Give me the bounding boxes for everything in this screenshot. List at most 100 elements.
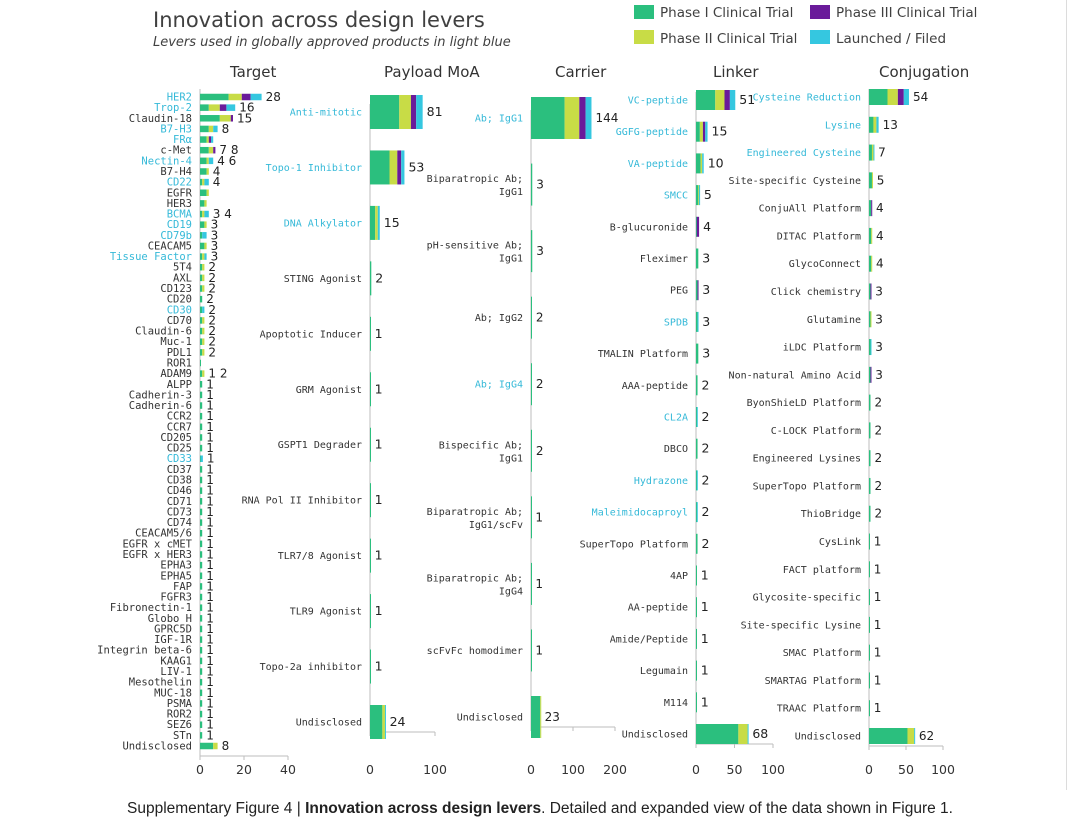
bar-segment-phase1	[696, 597, 697, 618]
bar-segment-phase2	[208, 146, 214, 154]
caption-suffix: . Detailed and expanded view of the data…	[541, 800, 953, 817]
value-label: 2	[206, 292, 214, 306]
x-tick-label: 100	[761, 762, 785, 777]
value-label: 3	[211, 218, 219, 232]
category-label: CD205	[160, 432, 192, 444]
category-label: Undisclosed	[795, 732, 861, 743]
panel-title-payload-moa: Payload MoA	[384, 63, 480, 81]
category-label: Lysine	[825, 120, 861, 131]
legend-swatch-phase3	[810, 5, 830, 19]
value-label: 2	[375, 270, 383, 285]
bar-segment-phase1	[370, 649, 371, 684]
bar-segment-phase2	[219, 115, 231, 122]
bar-segment-launched	[213, 125, 218, 133]
bar-segment-launched	[705, 121, 708, 142]
bar-segment-phase2	[871, 255, 873, 272]
bar-segment-launched	[699, 185, 701, 206]
x-tick-label: 50	[727, 762, 743, 777]
value-label: 1 2	[208, 367, 227, 381]
legend-label-phase1: Phase I Clinical Trial	[660, 5, 793, 21]
value-label: 1	[206, 430, 214, 444]
bar-segment-phase1	[200, 646, 203, 654]
bar-segment-phase1	[200, 146, 209, 154]
bar-segment-phase1	[696, 311, 698, 332]
category-label: scFvFc homodimer	[427, 646, 523, 657]
category-label: STING Agonist	[284, 274, 362, 285]
legend-item-launched: Launched / Filed	[810, 30, 946, 47]
x-tick-label: 0	[366, 762, 374, 777]
category-label: ALPP	[167, 379, 192, 391]
bar-segment-launched	[696, 502, 698, 523]
value-label: 2	[874, 507, 882, 521]
category-label: CD74	[167, 517, 192, 529]
value-label: 1	[375, 603, 383, 618]
caption-prefix: Supplementary Figure 4 |	[127, 800, 306, 817]
category-label: CCR7	[167, 421, 192, 433]
bar-segment-phase2	[202, 327, 205, 335]
value-label: 1	[874, 535, 882, 549]
category-label: Undisclosed	[296, 718, 362, 729]
bar-segment-phase3	[230, 115, 233, 122]
bar-segment-phase1	[370, 538, 371, 573]
category-label: AAA-peptide	[622, 381, 688, 392]
category-label: AA-peptide	[628, 603, 688, 614]
legend-swatch-phase2	[634, 30, 654, 44]
category-label: Fibronectin-1	[110, 602, 192, 614]
bar-segment-phase1	[696, 216, 697, 237]
value-label: 2	[208, 282, 216, 296]
bar-segment-phase2	[399, 95, 411, 129]
category-label: FACT platform	[783, 565, 861, 576]
bar-segment-phase1	[696, 628, 697, 649]
value-label: 1	[206, 484, 214, 498]
bar-segment-phase1	[531, 629, 532, 672]
bar-segment-phase1	[696, 724, 739, 744]
category-label: 5T4	[173, 262, 192, 274]
value-label: 1	[375, 659, 383, 674]
bar-segment-phase1	[869, 89, 888, 105]
bar-segment-phase1	[200, 317, 203, 324]
category-label: Trop-2	[154, 102, 192, 114]
bar-segment-phase1	[200, 604, 203, 611]
bar-segment-phase1	[869, 728, 908, 744]
bar-segment-launched	[202, 232, 207, 239]
bar-segment-phase1	[200, 625, 203, 633]
bar-segment-phase2	[202, 285, 205, 292]
category-label: Ab; IgG4	[475, 380, 523, 391]
category-label: Legumain	[640, 666, 688, 677]
bar-segment-phase1	[869, 477, 871, 494]
value-label: 1	[701, 568, 709, 583]
category-label: Ab; IgG1	[475, 114, 523, 125]
value-label: 1	[206, 441, 214, 455]
bar-segment-phase1	[869, 200, 872, 217]
value-label: 2	[702, 441, 710, 456]
bar-segment-phase2	[206, 136, 209, 143]
bar-segment-phase1	[869, 311, 871, 328]
category-label: CD33	[167, 453, 192, 465]
value-label: 1	[206, 728, 214, 742]
bar-segment-phase1	[200, 306, 203, 314]
value-label: 144	[595, 111, 618, 125]
category-label: Maleimidocaproyl	[592, 508, 688, 519]
bar-segment-phase1	[200, 274, 203, 282]
bar-segment-phase2	[204, 242, 207, 250]
bar-segment-phase1	[200, 136, 207, 143]
bar-segment-launched	[200, 455, 203, 462]
category-label: Undisclosed	[122, 741, 192, 753]
bar-segment-phase3	[696, 216, 700, 237]
bar-segment-phase1	[200, 104, 209, 111]
category-label: B-glucuronide	[610, 222, 688, 233]
value-label: 1	[206, 388, 214, 402]
value-label: 3	[211, 228, 219, 242]
category-label: Site-specific Lysine	[741, 620, 861, 631]
value-label: 13	[883, 118, 898, 132]
value-label: 2	[702, 536, 710, 551]
x-tick-label: 0	[865, 762, 873, 777]
bar-segment-phase3	[410, 95, 417, 129]
bar-segment-phase3	[897, 89, 904, 105]
bar-segment-phase1	[869, 533, 870, 550]
category-label: EPHA3	[160, 560, 192, 572]
category-label: Non-natural Amino Acid	[729, 370, 861, 381]
bar-segment-phase1	[531, 363, 532, 406]
bar-segment-phase1	[869, 450, 871, 467]
